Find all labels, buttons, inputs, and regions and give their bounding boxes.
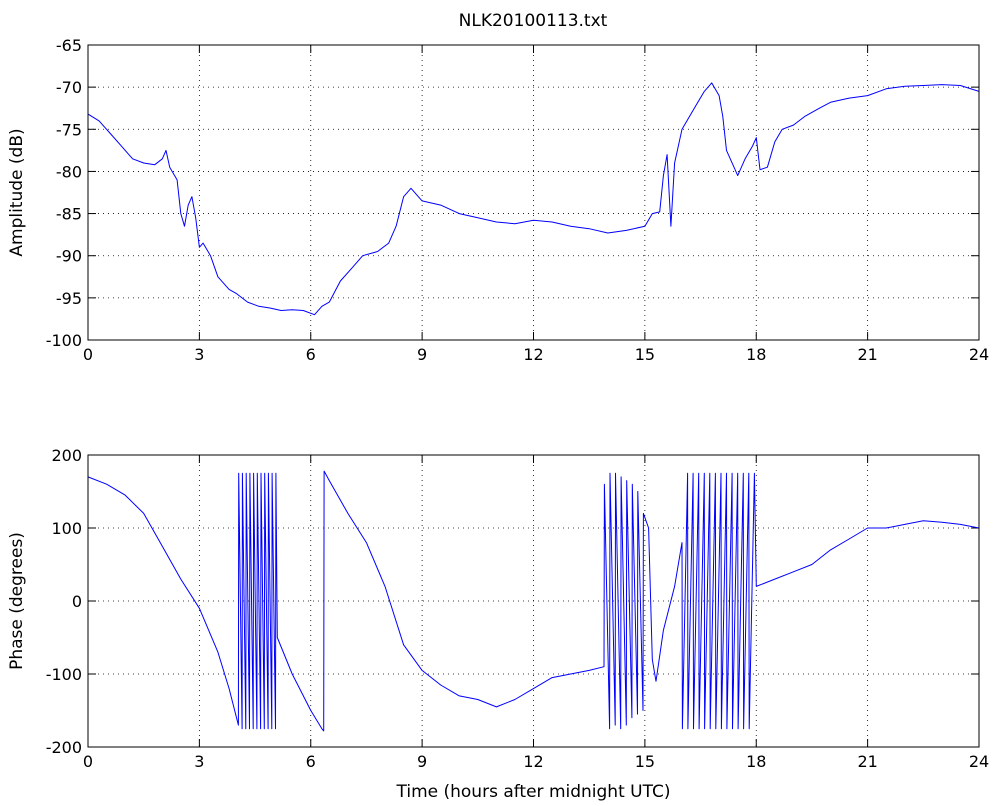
amplitude-x-tick-label: 24 [969, 345, 989, 364]
phase-series-line [87, 470, 980, 732]
phase-x-tick-label: 12 [523, 752, 543, 771]
amplitude-y-tick-label: -65 [56, 36, 82, 55]
phase-x-tick-label: 9 [417, 752, 427, 771]
amplitude-x-tick-label: 12 [523, 345, 543, 364]
amplitude-y-tick-label: -70 [56, 78, 82, 97]
phase-axes-frame [87, 454, 980, 748]
phase-x-tick-label: 6 [306, 752, 316, 771]
amplitude-x-tick-label: 18 [746, 345, 766, 364]
amplitude-grid [88, 45, 979, 340]
phase-y-tick-label: 200 [51, 446, 82, 465]
amplitude-y-tick-label: -100 [46, 331, 82, 350]
amplitude-axes-frame [87, 44, 980, 341]
phase-y-tick-label: 100 [51, 519, 82, 538]
amplitude-x-tick-label: 6 [306, 345, 316, 364]
amplitude-y-axis-label: Amplitude (dB) [7, 128, 27, 256]
phase-x-tick-label: 18 [746, 752, 766, 771]
amplitude-plot: 0 3 6 9 12 15 18 21 24-100-95-90-85-80-75-70-65 … [7, 36, 989, 364]
phase-ticks: 0 3 6 9 12 15 18 21 24 -200 -100 0 100 200 [46, 446, 989, 771]
phase-x-tick-label: 15 [635, 752, 655, 771]
amplitude-y-tick-label: -95 [56, 289, 82, 308]
amplitude-y-tick-label: -80 [56, 162, 82, 181]
chart-title: NLK20100113.txt [459, 11, 608, 31]
amplitude-y-tick-label: -90 [56, 247, 82, 266]
amplitude-x-tick-label: 9 [417, 345, 427, 364]
amplitude-y-tick-label: -75 [56, 120, 82, 139]
phase-y-tick-label: 0 [72, 592, 82, 611]
phase-x-axis-label: Time (hours after midnight UTC) [395, 782, 670, 802]
phase-y-axis-label: Phase (degrees) [7, 532, 27, 670]
amplitude-x-tick-label: 0 [83, 345, 93, 364]
phase-y-tick-label: -100 [46, 665, 82, 684]
phase-grid [88, 455, 979, 747]
phase-x-tick-label: 24 [969, 752, 989, 771]
phase-plot: 0 3 6 9 12 15 18 21 24 -200 -100 0 100 200 Phase (deg… [7, 446, 989, 802]
amplitude-y-tick-label: -85 [56, 205, 82, 224]
phase-y-tick-label: -200 [46, 738, 82, 757]
phase-x-tick-label: 21 [857, 752, 877, 771]
phase-x-tick-label: 0 [83, 752, 93, 771]
amplitude-x-tick-label: 3 [194, 345, 204, 364]
amplitude-ticks: 0 3 6 9 12 15 18 21 24 -100 -95 -90 -85 -80 -75 -70 -65 [46, 36, 989, 364]
amplitude-x-tick-label: 21 [857, 345, 877, 364]
amplitude-x-tick-label: 15 [635, 345, 655, 364]
phase-x-tick-label: 3 [194, 752, 204, 771]
amplitude-series-line [87, 82, 980, 316]
